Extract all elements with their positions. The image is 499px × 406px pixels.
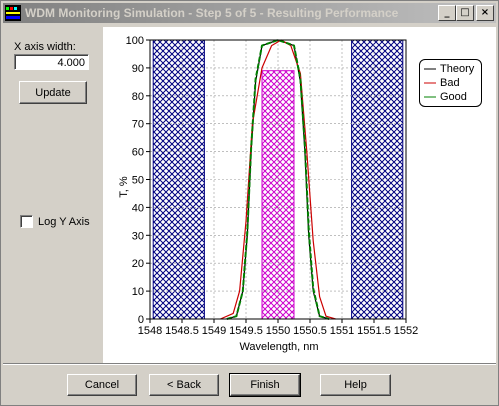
grid-lines (149, 39, 407, 320)
y-tick-label: 40 (132, 202, 144, 214)
y-tick-label: 80 (132, 91, 144, 103)
update-button[interactable]: Update (19, 81, 87, 104)
x-tick-label: 1548.5 (165, 325, 199, 337)
finish-button[interactable]: Finish (229, 373, 301, 397)
y-tick-labels: 0 10 20 30 40 50 60 70 80 90 100 (126, 35, 150, 326)
minimize-icon: _ (444, 7, 450, 18)
footer-separator (3, 363, 496, 365)
minimize-button[interactable]: _ (438, 5, 456, 21)
good-series-line (226, 39, 330, 320)
maximize-icon: □ (460, 7, 470, 18)
x-tick-label: 1551.5 (357, 325, 391, 337)
chart-legend: Theory Bad Good (419, 59, 482, 107)
x-tick-label: 1550.5 (293, 325, 327, 337)
back-button[interactable]: < Back (149, 374, 219, 396)
x-axis-width-input[interactable]: 4.000 (14, 54, 89, 70)
x-tick-label: 1551 (330, 325, 354, 337)
title-bar[interactable]: WDM Monitoring Simulation - Step 5 of 5 … (3, 3, 496, 23)
app-icon (5, 5, 21, 21)
log-y-axis-option[interactable]: Log Y Axis (20, 215, 90, 228)
y-tick-label: 70 (132, 119, 144, 131)
legend-good-label: Good (440, 91, 467, 103)
cancel-button[interactable]: Cancel (67, 374, 137, 396)
legend-bad-label: Bad (440, 77, 460, 89)
x-tick-labels: 1548 1548.5 1549 1549.5 1550 1550.5 1551 1551.5… (138, 319, 418, 337)
x-tick-label: 1549.5 (229, 325, 263, 337)
log-y-axis-checkbox[interactable] (20, 215, 33, 228)
maximize-button[interactable]: □ (456, 5, 474, 21)
x-axis-label: Wavelength, nm (239, 341, 318, 353)
y-tick-label: 90 (132, 63, 144, 75)
y-tick-label: 30 (132, 230, 144, 242)
y-tick-label: 20 (132, 258, 144, 270)
x-tick-label: 1549 (202, 325, 226, 337)
y-axis-label: T, % (118, 176, 130, 198)
y-tick-label: 0 (138, 314, 144, 326)
transmission-chart: 1548 1548.5 1549 1549.5 1550 1550.5 1551 1551.5… (118, 35, 418, 353)
x-tick-label: 1550 (266, 325, 290, 337)
log-y-axis-label: Log Y Axis (38, 215, 90, 228)
close-button[interactable]: × (476, 5, 494, 21)
x-tick-label: 1552 (394, 325, 418, 337)
help-button[interactable]: Help (320, 374, 391, 396)
y-tick-label: 50 (132, 175, 144, 187)
y-tick-label: 60 (132, 147, 144, 159)
plot-panel: 1548 1548.5 1549 1549.5 1550 1550.5 1551 1551.5… (103, 27, 496, 363)
y-tick-label: 10 (132, 286, 144, 298)
close-icon: × (480, 7, 490, 18)
x-tick-label: 1548 (138, 325, 162, 337)
y-tick-label: 100 (126, 35, 144, 47)
x-axis-width-label: X axis width: (14, 41, 76, 53)
window-title: WDM Monitoring Simulation - Step 5 of 5 … (25, 6, 399, 20)
legend-theory-label: Theory (440, 63, 475, 75)
